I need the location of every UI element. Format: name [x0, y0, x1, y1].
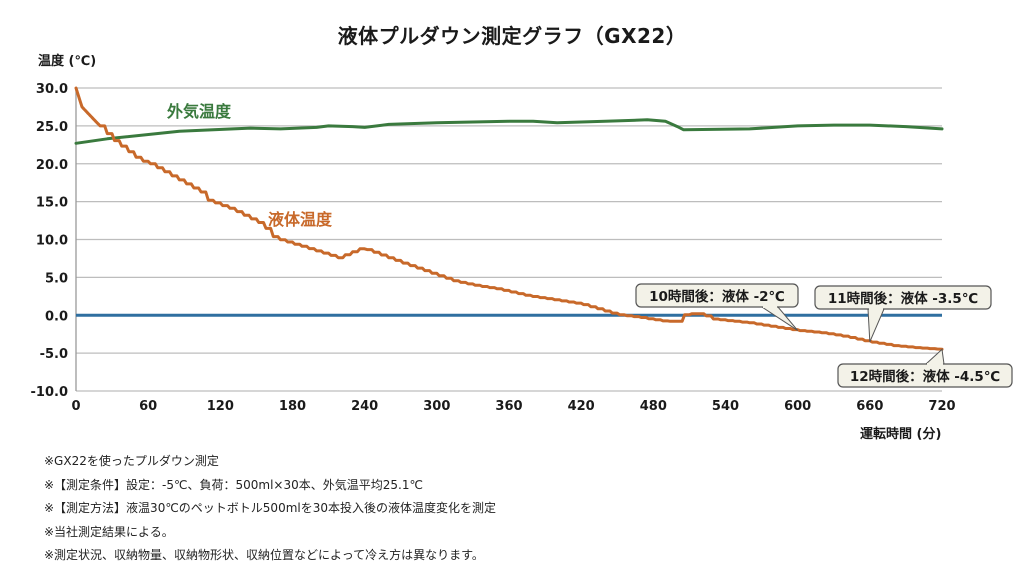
- callout-pointer: [924, 348, 945, 365]
- callout-box: [635, 283, 799, 308]
- y-tick-label: 15.0: [36, 196, 68, 211]
- y-tick-label: 0.0: [45, 309, 68, 324]
- x-tick-label: 240: [351, 399, 378, 414]
- y-tick-label: 5.0: [45, 271, 68, 286]
- footnote: ※測定状況、収納物量、収納物形状、収納位置などによって冷え方は異なります。: [44, 548, 484, 562]
- footnotes: ※GX22を使ったプルダウン測定 ※【測定条件】設定：-5℃、負荷：500ml×…: [44, 450, 496, 568]
- footnote: ※【測定条件】設定：-5℃、負荷：500ml×30本、外気温平均25.1℃: [44, 477, 423, 492]
- y-tick-label: -10.0: [31, 385, 68, 400]
- annotation-callout: 12時間後：液体 -4.5℃: [837, 348, 1013, 388]
- x-tick-label: 660: [856, 399, 883, 414]
- series-line-outside-temp: [74, 118, 944, 145]
- series-line-liquid-temp: [74, 86, 944, 351]
- x-tick-label: 300: [423, 399, 450, 414]
- annotation-label: 11時間後：液体 -3.5℃: [828, 290, 978, 307]
- footnote: ※当社測定結果による。: [44, 524, 174, 539]
- callout-box: [814, 285, 992, 310]
- x-tick-label: 60: [139, 399, 157, 414]
- x-tick-label: 540: [712, 399, 739, 414]
- x-tick-label: 0: [71, 399, 80, 414]
- y-tick-label: 25.0: [36, 120, 68, 135]
- x-tick-labels: 0 60 120 180 240 300 360 420 480 540 600 660 720: [71, 399, 955, 414]
- series-label-outside-temp: 外気温度: [166, 102, 232, 121]
- y-tick-label: 30.0: [36, 82, 68, 97]
- annotation-callout: 10時間後：液体 -2℃: [635, 283, 799, 331]
- annotation-callout: 11時間後：液体 -3.5℃: [814, 285, 992, 342]
- gridlines: [76, 87, 942, 392]
- x-tick-label: 420: [568, 399, 595, 414]
- y-tick-label: 20.0: [36, 158, 68, 173]
- callout-pointer: [867, 308, 885, 342]
- annotations: 10時間後：液体 -2℃ 11時間後：液体 -3.5℃ 12時間後：液体 -4.5℃: [635, 283, 1013, 388]
- x-tick-label: 360: [495, 399, 522, 414]
- y-axis-label: 温度 (℃): [38, 54, 97, 69]
- series-lines: [74, 86, 944, 351]
- x-tick-label: 120: [207, 399, 234, 414]
- callout-box: [837, 363, 1013, 388]
- y-tick-label: 10.0: [36, 234, 68, 249]
- y-tick-labels: 30.0 25.0 20.0 15.0 10.0 5.0 0.0 -5.0 -10.0: [31, 82, 68, 400]
- x-tick-label: 480: [640, 399, 667, 414]
- footnote: ※【測定方法】液温30℃のペットボトル500mlを30本投入後の液体温度変化を測…: [44, 501, 497, 515]
- chart-title: 液体プルダウン測定グラフ（GX22）: [337, 24, 687, 48]
- x-tick-label: 180: [279, 399, 306, 414]
- series-label-liquid-temp: 液体温度: [268, 210, 333, 229]
- x-axis-label: 運転時間 (分): [860, 427, 942, 442]
- y-tick-label: -5.0: [40, 347, 68, 362]
- annotation-label: 12時間後：液体 -4.5℃: [850, 368, 1000, 385]
- annotation-label: 10時間後：液体 -2℃: [649, 288, 785, 305]
- x-tick-label: 720: [928, 399, 955, 414]
- footnote: ※GX22を使ったプルダウン測定: [44, 454, 219, 468]
- x-tick-label: 600: [784, 399, 811, 414]
